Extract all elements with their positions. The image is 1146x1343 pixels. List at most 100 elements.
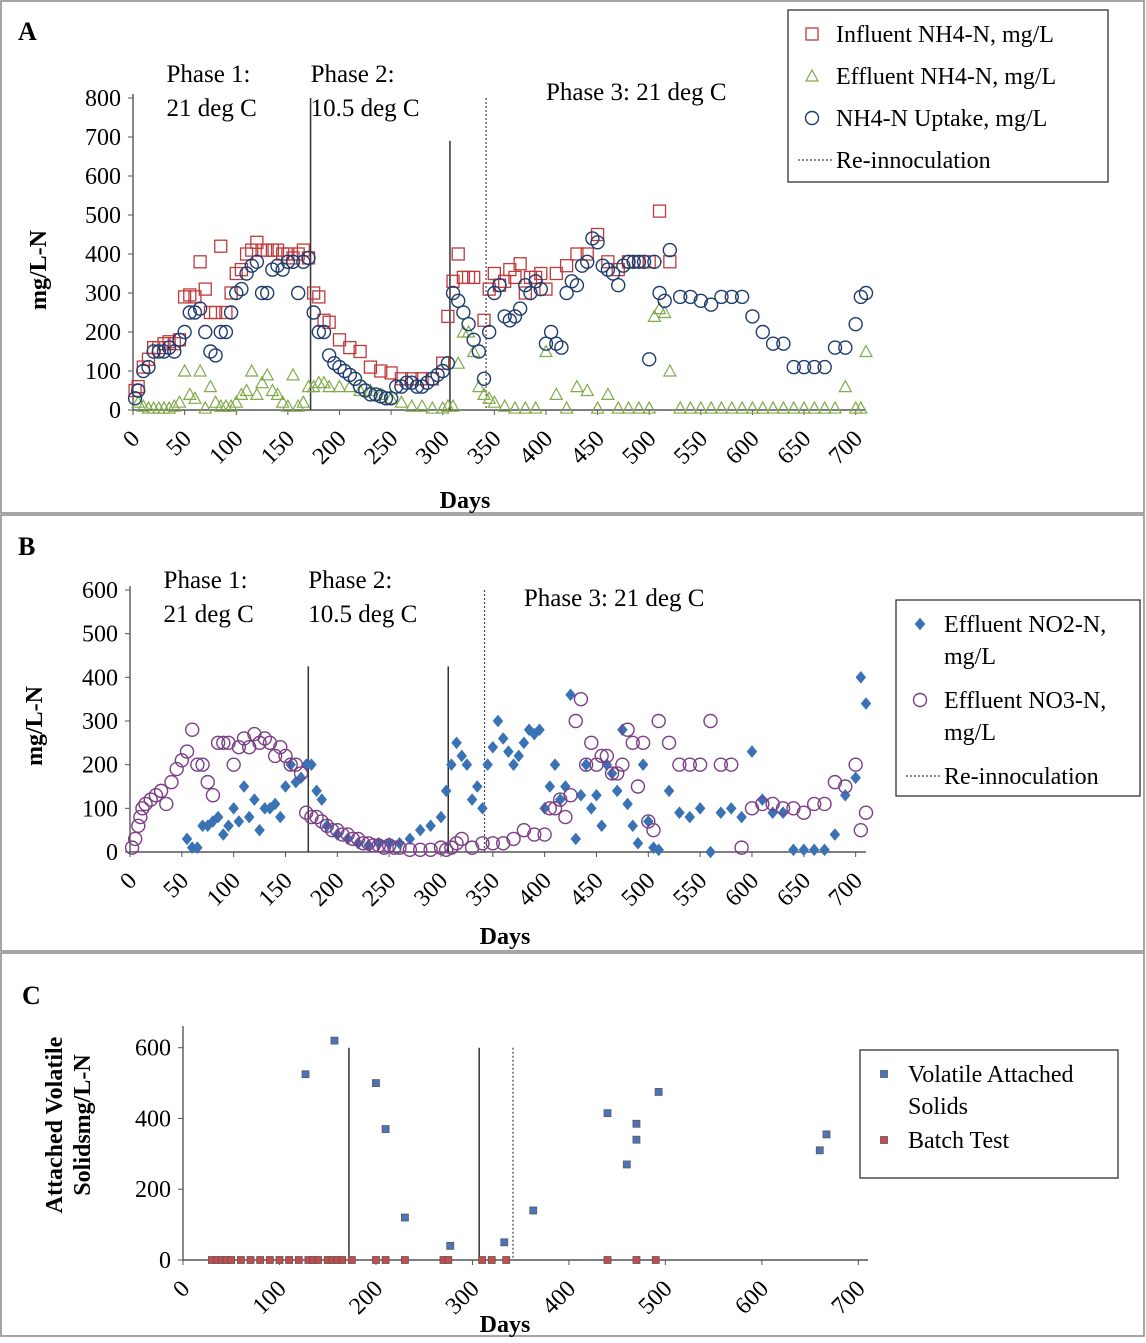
data-point — [128, 383, 142, 398]
panel-c-plot: 0 200 400 600 0 100 200 300 400 500 600 700 Volatile… — [135, 1026, 1119, 1320]
data-point — [372, 1079, 380, 1087]
data-point — [714, 289, 729, 305]
data-point — [217, 828, 229, 841]
y-tick-label: 400 — [135, 1106, 171, 1132]
x-tick-label: 500 — [617, 868, 661, 912]
legend-label: Influent NH4-N, mg/L — [836, 22, 1054, 48]
data-point — [228, 801, 239, 815]
data-point — [580, 254, 595, 269]
data-point — [435, 400, 450, 414]
data-point — [538, 336, 554, 351]
legend-label: Volatile Attached Solids — [908, 1062, 1074, 1120]
data-point — [224, 398, 239, 412]
data-point — [632, 1119, 641, 1128]
data-point — [776, 400, 791, 414]
legend-label: Effluent NO3-N, mg/L — [944, 688, 1106, 746]
data-point — [249, 254, 265, 269]
data-point — [451, 247, 465, 261]
data-point — [404, 832, 416, 846]
data-point — [445, 285, 461, 301]
data-point — [653, 843, 665, 857]
data-point — [703, 713, 718, 729]
data-point — [672, 757, 687, 772]
data-point — [487, 394, 502, 408]
data-point — [425, 400, 440, 414]
panel-a-legend — [787, 9, 1109, 183]
legend-marker — [804, 110, 820, 126]
legend-marker — [804, 68, 820, 82]
data-point — [672, 289, 688, 305]
data-point — [239, 266, 254, 281]
data-point — [356, 836, 371, 851]
data-point — [461, 270, 476, 285]
data-point — [713, 757, 729, 772]
panel-b-legend — [895, 599, 1141, 797]
data-point — [558, 809, 573, 825]
data-point — [663, 255, 677, 269]
y-tick-label: 700 — [85, 125, 121, 151]
data-point — [218, 324, 234, 340]
data-point — [683, 400, 698, 414]
x-tick-label: 350 — [461, 868, 505, 912]
data-point — [387, 840, 402, 855]
phase-label: Phase 2: — [308, 567, 392, 594]
data-point — [256, 1256, 265, 1264]
data-point — [683, 289, 698, 305]
data-point — [549, 266, 563, 281]
data-point — [394, 394, 409, 408]
data-point — [467, 270, 481, 285]
y-tick-label: 600 — [135, 1036, 171, 1062]
data-point — [177, 363, 192, 377]
data-point — [502, 1256, 511, 1264]
data-point — [229, 266, 243, 281]
data-point — [807, 400, 822, 414]
data-point — [392, 840, 407, 855]
legend-label: Re-innoculation — [944, 764, 1099, 790]
x-tick-label: 200 — [308, 426, 352, 470]
data-point — [188, 290, 202, 304]
y-tick-label: 500 — [85, 203, 121, 229]
data-point — [626, 254, 641, 269]
data-point — [632, 1256, 641, 1264]
data-point — [673, 400, 688, 414]
data-point — [616, 258, 631, 273]
data-point — [542, 801, 558, 816]
data-point — [595, 258, 610, 273]
data-point — [290, 285, 306, 301]
data-point — [568, 713, 583, 729]
data-point — [622, 1160, 631, 1169]
data-point — [198, 324, 213, 340]
y-tick-label: 200 — [82, 753, 118, 779]
panel-c-frame — [0, 952, 1145, 1337]
data-point — [332, 333, 347, 347]
data-point — [291, 398, 306, 412]
data-point — [234, 281, 249, 297]
data-point — [301, 250, 316, 266]
data-point — [735, 400, 750, 414]
data-point — [523, 285, 538, 301]
data-point — [285, 254, 301, 269]
data-point — [234, 387, 249, 400]
data-point — [124, 840, 140, 855]
data-point — [575, 788, 587, 802]
data-point — [646, 822, 661, 838]
data-point — [415, 398, 430, 412]
data-point — [485, 836, 501, 851]
data-point — [301, 1070, 310, 1079]
data-point — [347, 1256, 356, 1264]
data-point — [657, 305, 672, 319]
data-point — [725, 801, 737, 815]
data-point — [724, 757, 739, 772]
data-point — [611, 400, 626, 414]
data-point — [621, 400, 636, 414]
data-point — [621, 254, 636, 269]
panel-a-xlabel: Days — [440, 488, 491, 514]
x-tick-label: 200 — [344, 1276, 388, 1320]
x-tick-label: 0 — [168, 1276, 195, 1303]
data-point — [280, 780, 291, 793]
data-point — [280, 398, 295, 412]
data-point — [632, 1135, 641, 1144]
panel-c-ylabel-line1: Attached Volatile — [42, 1036, 68, 1213]
data-point — [316, 375, 332, 389]
data-point — [270, 243, 285, 257]
